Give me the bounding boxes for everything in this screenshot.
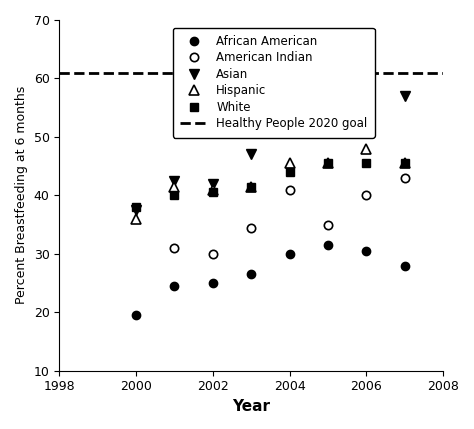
Legend: African American, American Indian, Asian, Hispanic, White, Healthy People 2020 g: African American, American Indian, Asian… [173, 27, 374, 138]
Y-axis label: Percent Breastfeeding at 6 months: Percent Breastfeeding at 6 months [15, 86, 28, 305]
X-axis label: Year: Year [232, 399, 270, 414]
